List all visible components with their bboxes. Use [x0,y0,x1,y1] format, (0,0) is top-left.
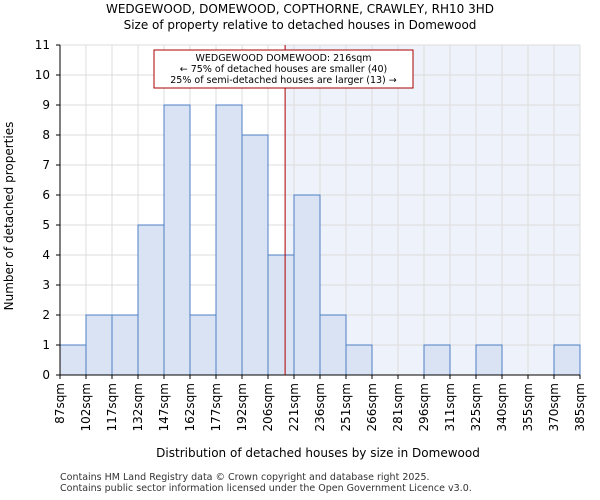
footer: Contains HM Land Registry data © Crown c… [60,472,472,494]
bar-296sqm [423,344,451,376]
chart-title: WEDGEWOOD, DOMEWOOD, COPTHORNE, CRAWLEY,… [0,1,600,33]
y-tick-label: 11 [35,38,50,52]
y-tick-label: 1 [42,338,50,352]
bar-370sqm [553,344,581,376]
x-tick-label: 117sqm [105,383,119,431]
y-tick-label: 2 [42,308,50,322]
bar-102sqm [85,314,113,376]
y-tick-label: 4 [42,248,50,262]
bar-192sqm [241,134,269,376]
annotation-box [153,49,414,89]
chart-subtitle-text: Size of property relative to detached ho… [123,18,477,32]
y-tick-label: 7 [42,158,50,172]
x-tick-label: 340sqm [495,383,509,431]
x-tick-label: 236sqm [313,383,327,431]
annotation-line2: ← 75% of detached houses are smaller (40… [180,64,387,75]
x-tick-label: 132sqm [131,383,145,431]
x-tick-label: 325sqm [469,383,483,431]
y-axis-label: Number of detached properties [2,122,16,311]
x-tick-label: 385sqm [573,383,587,431]
x-tick-label: 87sqm [53,383,67,424]
x-tick-label: 206sqm [261,383,275,431]
bar-325sqm [475,344,503,376]
x-tick-label: 221sqm [287,383,301,431]
x-tick-label: 296sqm [417,383,431,431]
x-tick-label: 177sqm [209,383,223,431]
y-tick-label: 5 [42,218,50,232]
bar-132sqm [137,224,165,376]
x-tick-label: 251sqm [339,383,353,431]
bar-251sqm [345,344,373,376]
x-tick-label: 311sqm [443,383,457,431]
x-tick-label: 370sqm [547,383,561,431]
y-tick-label: 6 [42,188,50,202]
y-tick-label: 0 [42,368,50,382]
x-tick-label: 355sqm [521,383,535,431]
footer-line-1: Contains HM Land Registry data © Crown c… [60,472,430,483]
bar-236sqm [319,314,347,376]
x-axis-label: Distribution of detached houses by size … [156,446,480,460]
bar-162sqm [189,314,217,376]
bar-206sqm [267,254,295,376]
bar-221sqm [293,194,321,376]
x-tick-label: 147sqm [157,383,171,431]
bar-147sqm [163,104,191,376]
bar-177sqm [215,104,243,376]
x-tick-label: 281sqm [391,383,405,431]
footer-line-2: Contains public sector information licen… [60,483,472,494]
x-tick-label: 266sqm [365,383,379,431]
y-tick-label: 3 [42,278,50,292]
annotation-line1: WEDGEWOOD DOMEWOOD: 216sqm [195,53,371,64]
annotation-line3: 25% of semi-detached houses are larger (… [170,75,397,86]
x-tick-label: 192sqm [235,383,249,431]
y-tick-label: 8 [42,128,50,142]
y-tick-label: 10 [35,68,50,82]
x-tick-label: 102sqm [79,383,93,431]
bar-87sqm [59,344,87,376]
x-tick-label: 162sqm [183,383,197,431]
bar-117sqm [111,314,139,376]
chart-title-text: WEDGEWOOD, DOMEWOOD, COPTHORNE, CRAWLEY,… [105,2,495,16]
y-tick-label: 9 [42,98,50,112]
